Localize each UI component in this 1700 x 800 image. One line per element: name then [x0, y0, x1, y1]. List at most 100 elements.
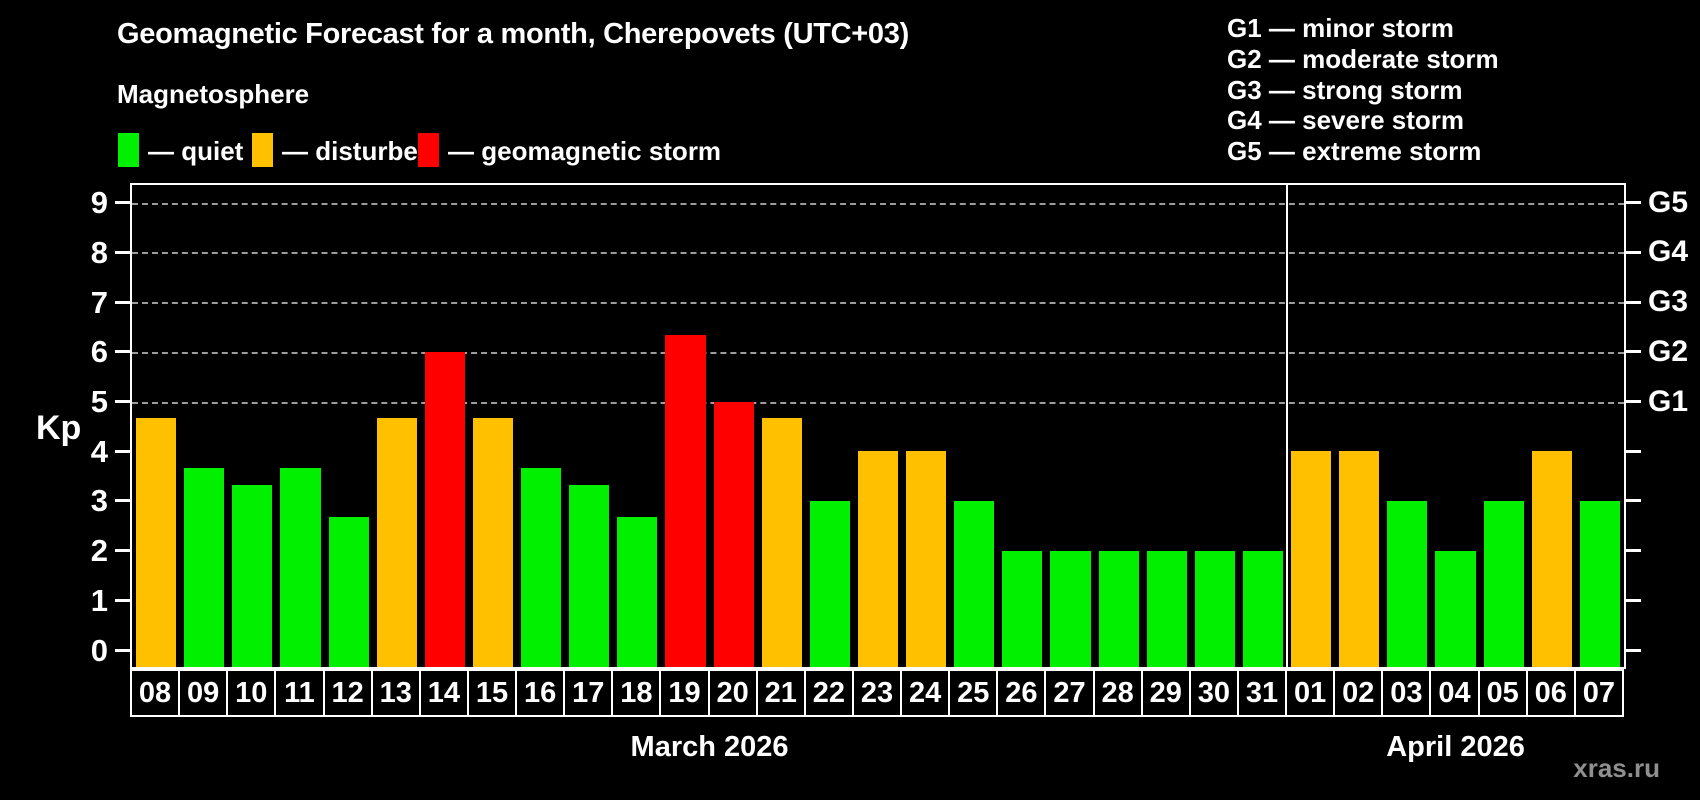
g-axis-tick-4 — [1626, 449, 1641, 453]
day-label-28: 28 — [1092, 669, 1143, 717]
watermark: xras.ru — [1573, 753, 1660, 783]
y-axis-tick-6 — [115, 350, 130, 354]
day-label-25: 25 — [948, 669, 999, 717]
month-label-april: April 2026 — [1386, 731, 1525, 763]
kp-bar-day-16 — [521, 467, 562, 667]
chart-title: Geomagnetic Forecast for a month, Cherep… — [117, 18, 909, 50]
g2-legend-line: G2 — moderate storm — [1227, 43, 1499, 74]
day-label-29: 29 — [1140, 669, 1191, 717]
plot-area — [132, 185, 1624, 667]
day-label-26: 26 — [996, 669, 1047, 717]
day-label-14: 14 — [418, 669, 469, 717]
y-axis-tick-label-3: 3 — [90, 483, 108, 519]
g5-legend-line: G5 — extreme storm — [1227, 136, 1482, 167]
gridline-kp8 — [132, 252, 1624, 255]
kp-bar-day-23 — [857, 451, 899, 667]
day-label-20: 20 — [707, 669, 758, 717]
day-label-07: 07 — [1573, 669, 1624, 717]
storm-color-swatch — [418, 133, 439, 167]
kp-bar-day-07 — [1579, 500, 1620, 667]
day-label-23: 23 — [851, 669, 903, 717]
kp-bar-day-31 — [1242, 550, 1284, 667]
g-axis-tick-8 — [1626, 250, 1641, 254]
y-axis-tick-2 — [115, 549, 130, 553]
day-label-06: 06 — [1525, 669, 1576, 717]
g-axis-label-g4: G4 — [1648, 235, 1689, 269]
g-axis-tick-2 — [1626, 549, 1641, 553]
y-axis-tick-0 — [115, 648, 130, 652]
day-label-16: 16 — [515, 669, 566, 717]
kp-bar-day-14 — [424, 351, 465, 667]
kp-bar-day-29 — [1146, 550, 1187, 667]
kp-bar-day-24 — [906, 451, 947, 667]
y-axis-tick-label-5: 5 — [90, 384, 108, 419]
day-label-01: 01 — [1285, 669, 1336, 717]
month-divider — [1286, 185, 1289, 667]
plot-frame — [130, 183, 1626, 669]
y-axis-tick-label-0: 0 — [90, 632, 108, 668]
y-axis-tick-4 — [115, 449, 130, 453]
kp-bar-day-05 — [1483, 500, 1524, 667]
g3-legend-line: G3 — strong storm — [1227, 74, 1463, 105]
kp-bar-day-12 — [328, 517, 369, 667]
kp-bar-day-18 — [617, 517, 658, 667]
y-axis-tick-7 — [115, 300, 130, 304]
y-axis-tick-label-6: 6 — [90, 334, 108, 370]
y-axis-tick-8 — [115, 250, 130, 254]
kp-bar-day-13 — [376, 417, 417, 667]
kp-bar-day-21 — [761, 417, 802, 667]
g-axis-label-g2: G2 — [1648, 334, 1689, 368]
gridline-kp9 — [132, 202, 1624, 205]
month-label-march: March 2026 — [630, 731, 789, 763]
g-scale-legend: G1 — minor storm G2 — moderate storm G3 … — [1227, 13, 1499, 167]
gridline-kp5 — [132, 401, 1624, 404]
g-axis-tick-6 — [1626, 350, 1641, 354]
quiet-color-swatch — [118, 133, 139, 167]
kp-bar-day-26 — [1002, 550, 1043, 667]
day-label-15: 15 — [466, 669, 518, 717]
kp-bar-day-22 — [809, 500, 850, 667]
disturbed-color-swatch — [252, 133, 273, 167]
g4-legend-line: G4 — severe storm — [1227, 105, 1465, 136]
kp-bar-day-19 — [665, 335, 706, 667]
quiet-legend-label: — quiet — [148, 136, 244, 166]
day-label-09: 09 — [178, 669, 229, 717]
g-axis-tick-9 — [1626, 201, 1641, 205]
day-label-30: 30 — [1188, 669, 1239, 717]
day-label-08: 08 — [130, 669, 181, 717]
day-label-12: 12 — [322, 669, 373, 717]
y-axis-tick-9 — [115, 201, 130, 205]
day-label-11: 11 — [274, 669, 325, 717]
day-label-17: 17 — [563, 669, 614, 717]
g-axis-label-g5: G5 — [1648, 185, 1689, 219]
day-label-13: 13 — [370, 669, 421, 717]
g-axis-tick-7 — [1626, 300, 1641, 304]
day-label-22: 22 — [803, 669, 854, 717]
y-axis-tick-5 — [115, 400, 130, 403]
kp-bar-day-28 — [1098, 550, 1139, 667]
y-axis-tick-label-9: 9 — [90, 185, 108, 221]
kp-bar-day-25 — [954, 500, 995, 667]
y-axis-tick-label-2: 2 — [90, 533, 108, 569]
y-axis-tick-1 — [115, 598, 130, 602]
g-axis-tick-5 — [1626, 400, 1641, 403]
gridline-kp6 — [132, 351, 1624, 354]
kp-bar-day-20 — [713, 401, 754, 667]
y-axis-tick-label-8: 8 — [90, 234, 108, 270]
kp-bar-day-09 — [184, 467, 225, 667]
gridline-kp7 — [132, 302, 1624, 305]
kp-bar-day-17 — [569, 484, 610, 667]
day-label-31: 31 — [1236, 669, 1288, 717]
storm-legend-label: — geomagnetic storm — [448, 136, 722, 166]
g-axis-tick-1 — [1626, 598, 1641, 602]
day-label-05: 05 — [1477, 669, 1528, 717]
y-axis-tick-label-4: 4 — [90, 433, 108, 469]
kp-bar-day-02 — [1339, 451, 1380, 667]
day-label-04: 04 — [1429, 669, 1480, 717]
g-axis-label-g1: G1 — [1648, 384, 1689, 418]
magnetosphere-legend-title: Magnetosphere — [117, 79, 310, 109]
day-label-10: 10 — [226, 669, 277, 717]
kp-bar-day-08 — [136, 417, 177, 667]
kp-bar-day-10 — [232, 484, 273, 667]
